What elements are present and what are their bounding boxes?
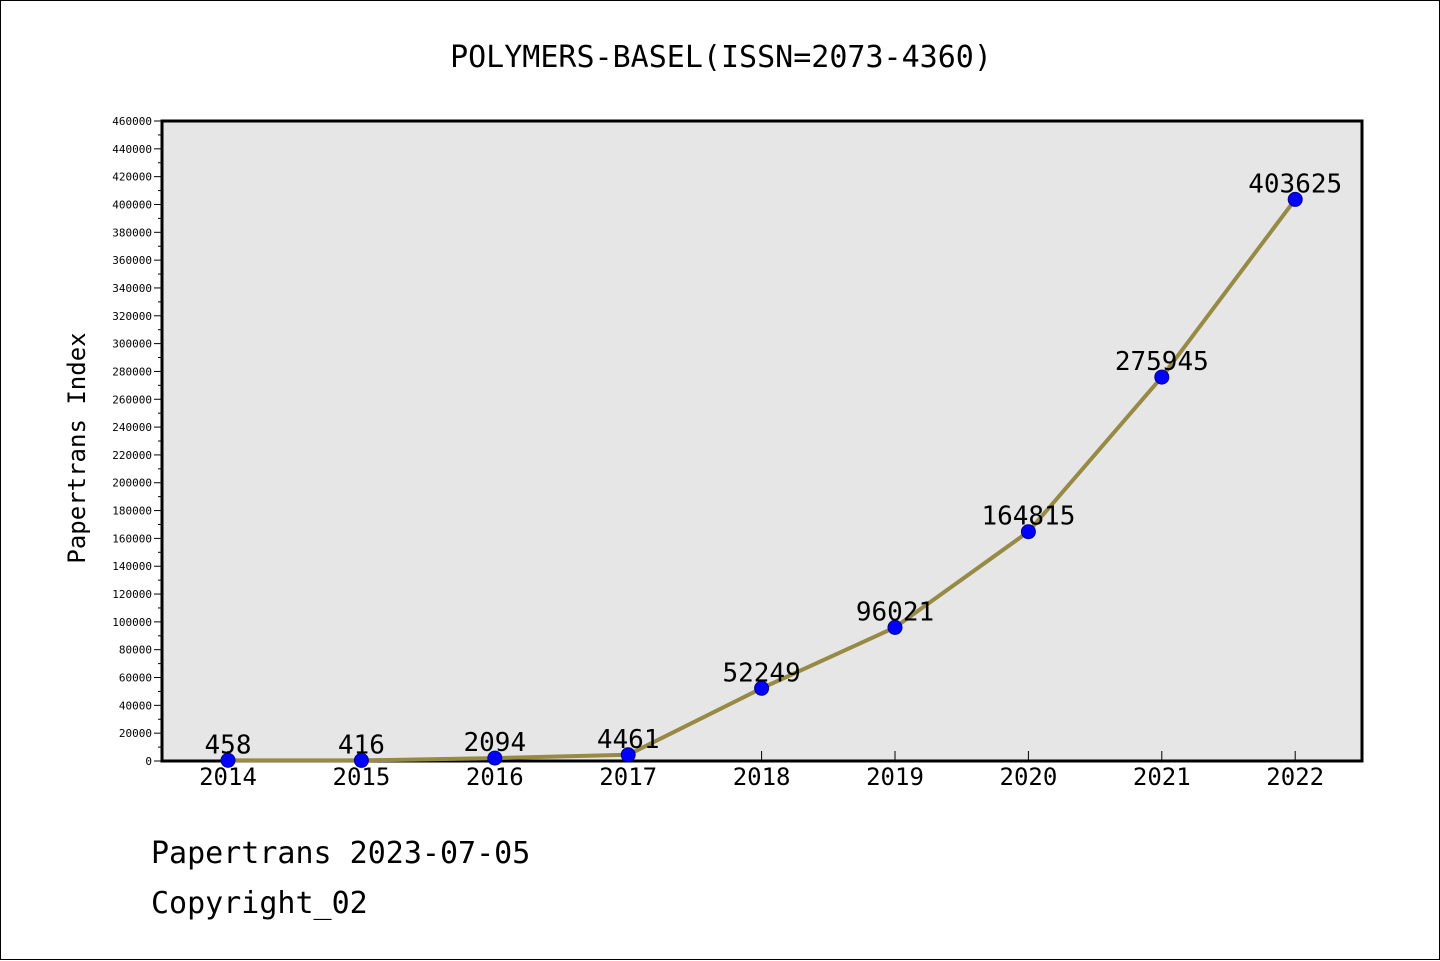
data-point [620,747,636,763]
data-point [1287,191,1303,207]
data-point [1020,524,1036,540]
y-tick-label: 420000 [112,171,152,184]
y-tick-label: 100000 [112,616,152,629]
y-tick-label: 360000 [112,254,152,267]
y-tick-label: 260000 [112,393,152,406]
x-tick-label: 2017 [599,763,657,791]
y-tick-label: 40000 [119,699,152,712]
data-label: 275945 [1115,347,1209,377]
data-label: 403625 [1248,169,1342,199]
y-tick-label: 220000 [112,449,152,462]
y-tick-label: 340000 [112,282,152,295]
data-label: 164815 [981,502,1075,532]
data-point [887,619,903,635]
data-label: 52249 [722,658,800,688]
y-tick-label: 120000 [112,588,152,601]
data-point [353,752,369,768]
data-labels: 458 416 2094 4461 52249 96021 164815 275945 4036… [205,169,1343,760]
y-tick-label: 200000 [112,477,152,490]
data-point [220,752,236,768]
chart-title: POLYMERS-BASEL(ISSN=2073-4360) [450,40,992,75]
plot-area [160,119,1364,763]
x-tick-label: 2021 [1133,763,1191,791]
y-tick-label: 240000 [112,421,152,434]
data-label: 2094 [463,728,526,758]
y-tick-label: 0 [145,755,152,768]
y-tick-label: 60000 [119,672,152,685]
y-axis-label: Papertrans Index [63,332,91,563]
y-tick-label: 160000 [112,532,152,545]
data-label: 416 [338,730,385,760]
data-point [754,680,770,696]
y-tick-label: 440000 [112,143,152,156]
data-label: 458 [205,730,252,760]
y-tick-label: 460000 [112,115,152,128]
series-line-group [220,191,1303,768]
y-tick-label: 380000 [112,226,152,239]
y-tick-label: 300000 [112,338,152,351]
x-tick-label: 2016 [466,763,524,791]
x-tick-label: 2020 [1000,763,1058,791]
y-tick-label: 140000 [112,560,152,573]
y-tick-label: 20000 [119,727,152,740]
y-tick-label: 400000 [112,198,152,211]
x-tick-label: 2019 [866,763,924,791]
data-point [1154,369,1170,385]
y-tick-label: 280000 [112,365,152,378]
footer-copyright: Copyright_02 [151,886,368,921]
y-tick-label: 180000 [112,505,152,518]
data-point [487,750,503,766]
data-label: 4461 [597,725,660,755]
x-tick-label: 2018 [733,763,791,791]
y-tick-label: 320000 [112,310,152,323]
y-tick-label: 80000 [119,644,152,657]
x-tick-label: 2022 [1266,763,1324,791]
x-axis: 2014 2015 2016 2017 2018 2019 2020 2021 2022 [199,751,1324,791]
data-label: 96021 [856,597,934,627]
footer-date: Papertrans 2023-07-05 [151,836,531,871]
y-axis: 0 20000 40000 60000 80000 100000 120000 140000 1… [112,115,162,768]
